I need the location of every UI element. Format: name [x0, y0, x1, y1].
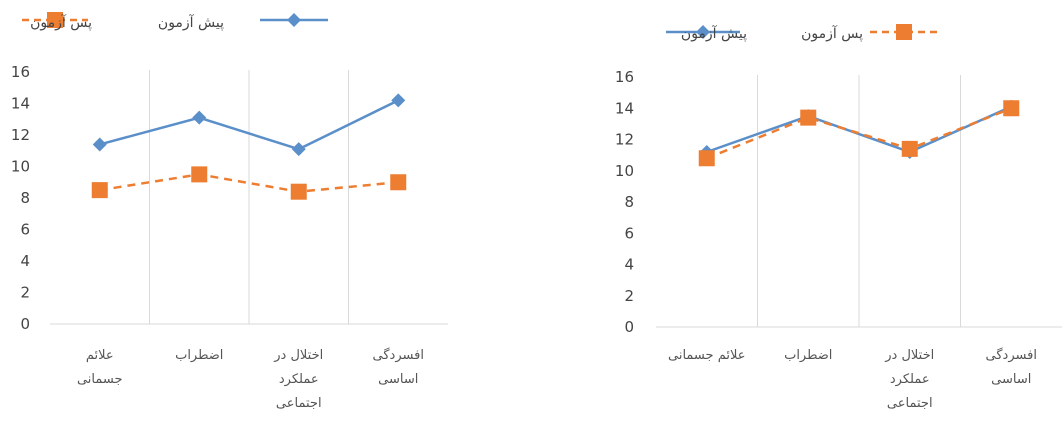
y-tick-label: 6 [624, 224, 634, 242]
legend-label: پس آزمون [30, 14, 92, 31]
x-category-label: عملکرد [279, 372, 319, 387]
legend-marker [896, 24, 912, 40]
data-point [391, 93, 406, 108]
legend-marker [287, 13, 301, 27]
x-category-label: عملکرد [890, 372, 930, 387]
x-category-label: علائم جسمانی [668, 348, 745, 363]
x-category-label: افسردگی [373, 347, 424, 363]
y-tick-label: 10 [11, 158, 30, 176]
series-line [706, 107, 1012, 160]
data-point [291, 142, 306, 157]
data-point [698, 150, 715, 167]
legend-marker [696, 25, 710, 39]
legend-label: پیش آزمون [158, 14, 224, 31]
y-tick-label: 4 [624, 256, 634, 274]
chart-right-svg: 0 2 4 6 8 10 12 14 16 علائم جسمانی اضطراب اختلال در… [615, 24, 1062, 411]
data-point [192, 110, 207, 125]
data-point [191, 166, 208, 183]
x-category-label: اختلال در [884, 348, 934, 363]
data-point [800, 109, 817, 126]
legend-label: پس آزمون [801, 25, 863, 42]
x-category-label: افسردگی [986, 347, 1037, 363]
data-point [390, 174, 407, 191]
x-category-label: جسمانی [77, 372, 123, 387]
data-point [290, 183, 307, 200]
y-tick-label: 2 [624, 287, 634, 305]
y-tick-label: 16 [11, 63, 30, 81]
x-category-label: علائم [86, 348, 114, 363]
chart-left: 0 2 4 6 8 10 12 14 16 علائم جسمانی اضطراب اختلال در ع… [0, 0, 450, 434]
chart-right: 0 2 4 6 8 10 12 14 16 علائم جسمانی اضطراب اختلال در… [600, 0, 1063, 434]
chart-left-svg: 0 2 4 6 8 10 12 14 16 علائم جسمانی اضطراب اختلال در ع… [11, 12, 448, 411]
data-point [92, 137, 107, 152]
y-tick-label: 16 [615, 68, 634, 86]
data-point [1003, 100, 1020, 117]
y-tick-label: 12 [615, 131, 634, 149]
x-category-label: اختلال در [273, 348, 323, 363]
y-tick-label: 2 [20, 284, 30, 302]
x-category-label: اساسی [378, 372, 418, 387]
legend-marker [47, 12, 63, 28]
y-tick-label: 8 [20, 189, 30, 207]
y-tick-label: 4 [20, 252, 30, 270]
x-category-label: اضطراب [784, 348, 832, 363]
legend-label: پیش آزمون [681, 25, 747, 42]
y-tick-label: 14 [615, 99, 634, 117]
series-line [99, 99, 399, 151]
y-tick-label: 0 [624, 318, 634, 336]
x-category-label: اضطراب [175, 348, 223, 363]
x-category-label: اجتماعی [887, 396, 933, 411]
y-tick-label: 14 [11, 95, 30, 113]
data-point [91, 182, 108, 199]
y-tick-label: 8 [624, 193, 634, 211]
y-tick-label: 10 [615, 162, 634, 180]
y-tick-label: 12 [11, 126, 30, 144]
data-point [901, 140, 918, 157]
x-category-label: اجتماعی [276, 396, 322, 411]
x-category-label: اساسی [991, 372, 1031, 387]
y-tick-label: 6 [20, 221, 30, 239]
y-tick-label: 0 [20, 315, 30, 333]
